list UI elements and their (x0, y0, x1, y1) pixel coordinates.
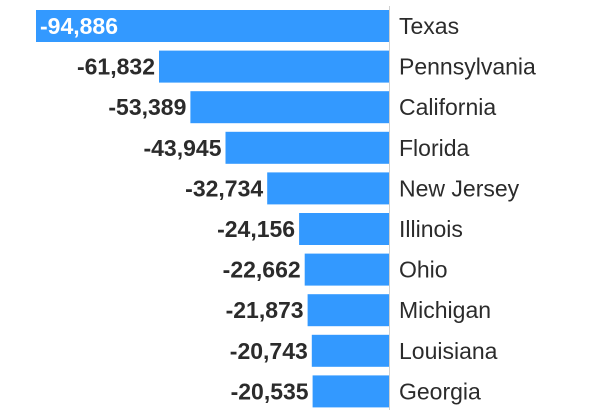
bar-texas (36, 10, 389, 42)
category-label: New Jersey (399, 175, 520, 201)
bar-pennsylvania (159, 50, 389, 83)
bar-illinois (299, 213, 389, 245)
bar-new-jersey (267, 172, 389, 205)
value-label: -61,832 (77, 54, 155, 80)
value-label: -94,886 (40, 13, 118, 39)
value-label: -43,945 (143, 135, 221, 161)
value-labels-group: -94,886 -61,832 -53,389 -43,945 -32,734 -24,1… (40, 13, 309, 404)
category-label: Pennsylvania (399, 54, 536, 80)
value-label: -32,734 (185, 175, 263, 201)
value-label: -21,873 (226, 297, 304, 323)
value-label: -20,535 (231, 378, 309, 404)
category-label: Florida (399, 135, 470, 161)
category-label: California (399, 94, 496, 120)
bar-michigan (307, 294, 389, 327)
category-label: Illinois (399, 216, 463, 242)
category-label: Georgia (399, 378, 481, 404)
category-label: Ohio (399, 257, 448, 283)
bar-georgia (312, 375, 389, 408)
value-label: -24,156 (217, 216, 295, 242)
bar-louisiana (311, 334, 389, 367)
value-label: -20,743 (230, 338, 308, 364)
bar-california (190, 91, 389, 124)
value-label: -22,662 (223, 257, 301, 283)
category-label: Louisiana (399, 338, 498, 364)
value-label: -53,389 (108, 94, 186, 120)
category-label: Texas (399, 13, 459, 39)
bars-group (36, 10, 389, 408)
bar-ohio (304, 253, 389, 286)
category-labels-group: Texas Pennsylvania California Florida New Je… (399, 13, 536, 404)
category-label: Michigan (399, 297, 491, 323)
bar-florida (225, 131, 389, 164)
